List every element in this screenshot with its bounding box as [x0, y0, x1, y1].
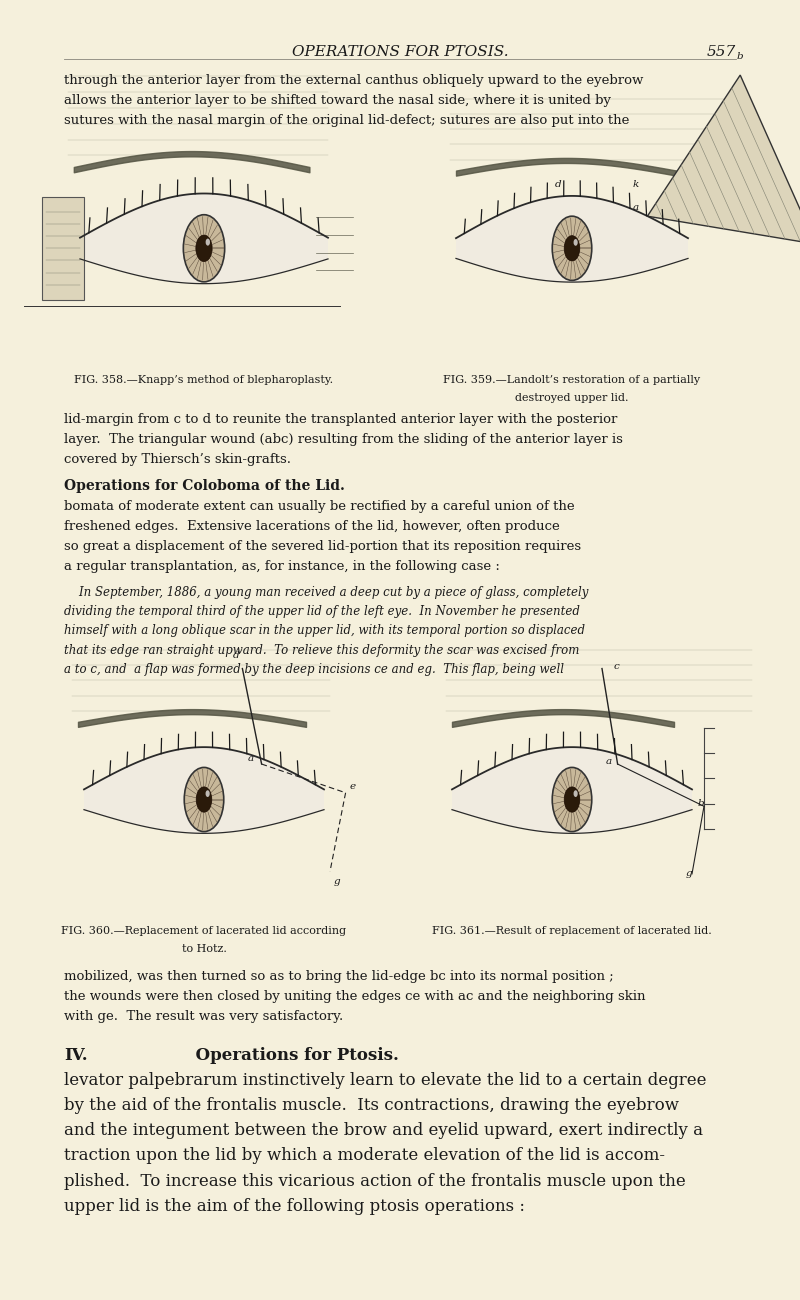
Text: covered by Thiersch’s skin-grafts.: covered by Thiersch’s skin-grafts.: [64, 454, 291, 467]
Text: b: b: [736, 52, 743, 61]
Text: g: g: [333, 878, 340, 887]
Text: a: a: [633, 203, 639, 212]
Text: Operations for Coloboma of the Lid.: Operations for Coloboma of the Lid.: [64, 480, 345, 494]
Circle shape: [183, 214, 225, 282]
Polygon shape: [452, 747, 692, 833]
Text: d: d: [233, 651, 239, 660]
Text: with ge.  The result was very satisfactory.: with ge. The result was very satisfactor…: [64, 1010, 343, 1023]
Circle shape: [564, 786, 580, 812]
Text: a: a: [247, 754, 254, 763]
Text: d: d: [554, 181, 562, 190]
Text: dividing the temporal third of the upper lid of the left eye.  In November he pr: dividing the temporal third of the upper…: [64, 606, 580, 619]
Text: FIG. 361.—Result of replacement of lacerated lid.: FIG. 361.—Result of replacement of lacer…: [432, 927, 712, 936]
Circle shape: [574, 790, 578, 797]
Text: Operations for Ptosis.: Operations for Ptosis.: [184, 1046, 399, 1063]
Text: destroyed upper lid.: destroyed upper lid.: [515, 393, 629, 403]
Text: bomata of moderate extent can usually be rectified by a careful union of the: bomata of moderate extent can usually be…: [64, 499, 574, 512]
Text: In September, 1886, a young man received a deep cut by a piece of glass, complet: In September, 1886, a young man received…: [64, 586, 588, 599]
Text: FIG. 360.—Replacement of lacerated lid according: FIG. 360.—Replacement of lacerated lid a…: [62, 927, 346, 936]
Text: freshened edges.  Extensive lacerations of the lid, however, often produce: freshened edges. Extensive lacerations o…: [64, 520, 560, 533]
Text: k: k: [632, 181, 638, 190]
Text: c: c: [614, 662, 620, 671]
Circle shape: [206, 790, 210, 797]
Text: so great a displacement of the severed lid-portion that its reposition requires: so great a displacement of the severed l…: [64, 540, 581, 552]
Text: through the anterior layer from the external canthus obliquely upward to the eye: through the anterior layer from the exte…: [64, 74, 643, 87]
Circle shape: [196, 786, 212, 812]
Text: b: b: [698, 800, 705, 809]
Text: traction upon the lid by which a moderate elevation of the lid is accom-: traction upon the lid by which a moderat…: [64, 1148, 665, 1165]
Text: a: a: [606, 757, 612, 766]
Polygon shape: [84, 747, 324, 833]
Text: upper lid is the aim of the following ptosis operations :: upper lid is the aim of the following pt…: [64, 1197, 525, 1216]
Text: g: g: [686, 868, 693, 878]
Circle shape: [196, 235, 212, 261]
Text: e: e: [350, 781, 356, 790]
Text: by the aid of the frontalis muscle.  Its contractions, drawing the eyebrow: by the aid of the frontalis muscle. Its …: [64, 1097, 679, 1114]
Text: OPERATIONS FOR PTOSIS.: OPERATIONS FOR PTOSIS.: [292, 46, 508, 60]
Circle shape: [564, 235, 580, 261]
Text: 557: 557: [706, 46, 736, 60]
Circle shape: [206, 239, 210, 246]
Text: himself with a long oblique scar in the upper lid, with its temporal portion so : himself with a long oblique scar in the …: [64, 624, 585, 637]
Polygon shape: [80, 194, 328, 283]
Text: FIG. 358.—Knapp’s method of blepharoplasty.: FIG. 358.—Knapp’s method of blepharoplas…: [74, 374, 334, 385]
Text: plished.  To increase this vicarious action of the frontalis muscle upon the: plished. To increase this vicarious acti…: [64, 1173, 686, 1190]
Text: lid-margin from c to d to reunite the transplanted anterior layer with the poste: lid-margin from c to d to reunite the tr…: [64, 413, 618, 426]
Circle shape: [574, 239, 578, 246]
Text: and the integument between the brow and eyelid upward, exert indirectly a: and the integument between the brow and …: [64, 1122, 703, 1139]
Circle shape: [552, 767, 592, 832]
Text: allows the anterior layer to be shifted toward the nasal side, where it is unite: allows the anterior layer to be shifted …: [64, 95, 611, 108]
Text: a regular transplantation, as, for instance, in the following case :: a regular transplantation, as, for insta…: [64, 560, 500, 573]
Text: layer.  The triangular wound (abc) resulting from the sliding of the anterior la: layer. The triangular wound (abc) result…: [64, 433, 623, 446]
Text: IV.: IV.: [64, 1046, 88, 1063]
FancyBboxPatch shape: [42, 198, 84, 299]
Text: to Hotz.: to Hotz.: [182, 944, 226, 954]
Circle shape: [184, 767, 224, 832]
Text: mobilized, was then turned so as to bring the lid-edge bc into its normal positi: mobilized, was then turned so as to brin…: [64, 970, 614, 983]
Polygon shape: [647, 75, 800, 244]
Text: levator palpebrarum instinctively learn to elevate the lid to a certain degree: levator palpebrarum instinctively learn …: [64, 1072, 706, 1089]
Text: a to c, and  a flap was formed by the deep incisions ce and eg.  This flap, bein: a to c, and a flap was formed by the dee…: [64, 663, 564, 676]
Text: that its edge ran straight upward.  To relieve this deformity the scar was excis: that its edge ran straight upward. To re…: [64, 644, 579, 656]
Text: the wounds were then closed by uniting the edges ce with ac and the neighboring : the wounds were then closed by uniting t…: [64, 991, 646, 1004]
Circle shape: [552, 216, 592, 281]
Text: sutures with the nasal margin of the original lid-defect; sutures are also put i: sutures with the nasal margin of the ori…: [64, 114, 630, 127]
Text: FIG. 359.—Landolt’s restoration of a partially: FIG. 359.—Landolt’s restoration of a par…: [443, 374, 701, 385]
Polygon shape: [456, 196, 688, 282]
